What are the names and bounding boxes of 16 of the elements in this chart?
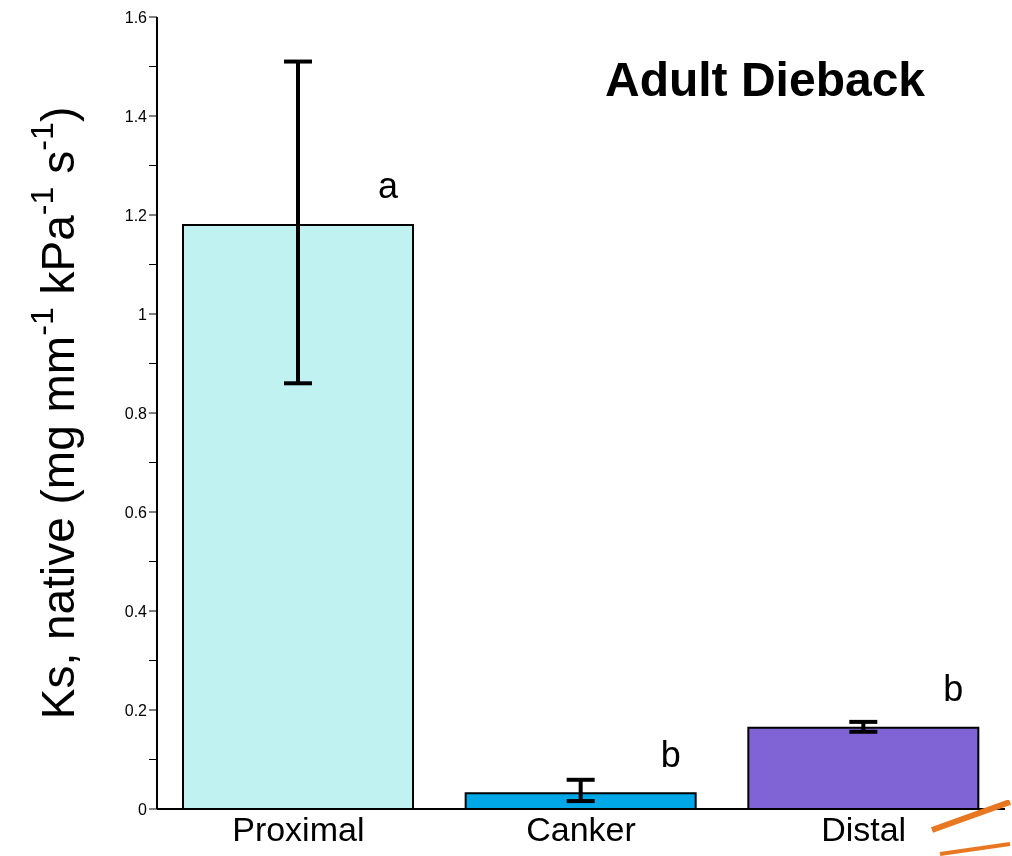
y-tick-label: 0.6 [124,503,148,521]
x-tick-label: Canker [526,810,636,849]
y-tick-label: 1 [138,305,148,323]
y-tick-label: 0.2 [124,701,148,719]
annotation: a [377,165,399,207]
y-tick-label: 1.4 [124,107,148,125]
y-tick-label: 1.2 [124,206,148,224]
y-tick-label: 0.8 [124,404,148,422]
y-tick-label: 0.4 [124,602,148,620]
annotation: b [943,668,964,710]
y-tick-label: 0 [138,800,148,818]
x-tick-label: Distal [821,810,907,849]
text: Adult Dieback [603,52,927,107]
annotation: b [660,733,681,775]
x-tick-label: Proximal [232,810,365,849]
y-tick-label: 1.6 [124,8,148,26]
